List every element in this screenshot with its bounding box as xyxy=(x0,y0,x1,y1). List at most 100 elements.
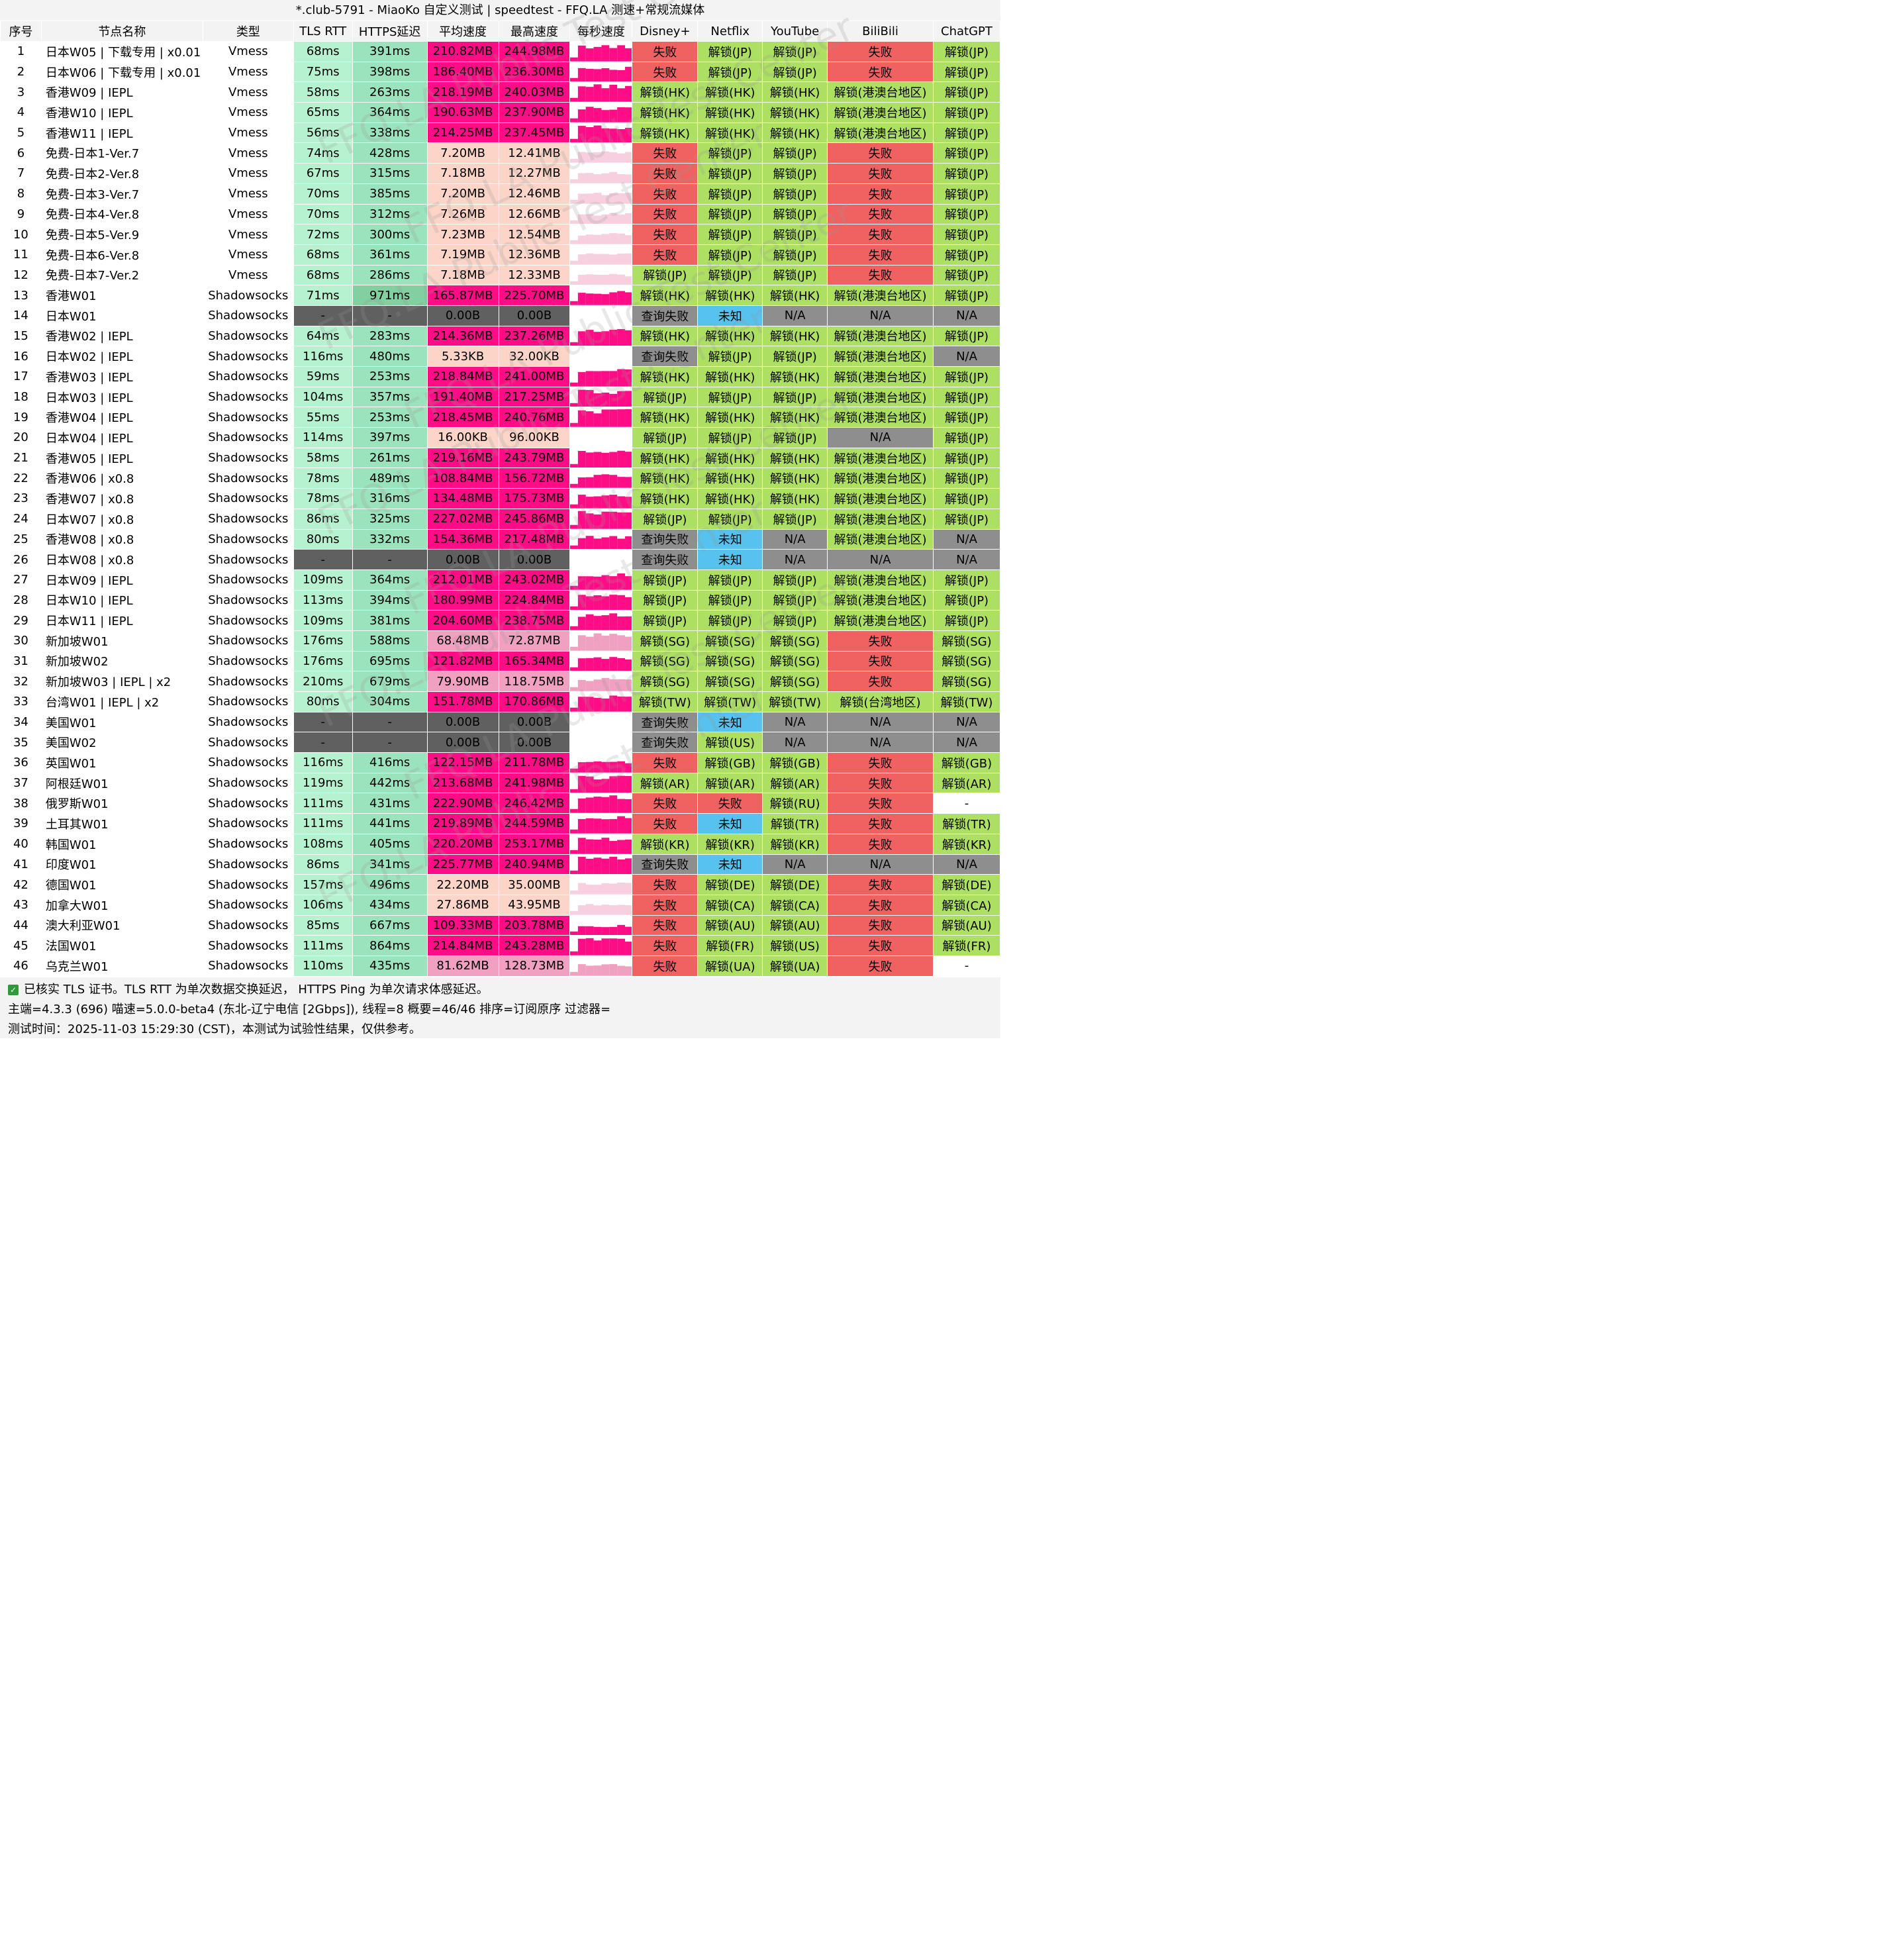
speed-bar xyxy=(586,614,595,630)
speed-bar xyxy=(625,679,632,691)
cell-node-name: 日本W01 xyxy=(40,305,203,326)
cell-index: 20 xyxy=(0,427,42,448)
cell-max-speed: 12.41MB xyxy=(498,142,571,164)
table-row: 12 免费-日本7-Ver.2 Vmess 68ms 286ms 7.18MB 12.33M… xyxy=(0,264,1001,286)
cell-tls-rtt: 68ms xyxy=(293,264,353,286)
cell-avg-speed: 7.20MB xyxy=(426,142,499,164)
cell-avg-speed: 27.86MB xyxy=(426,894,499,916)
speed-bar xyxy=(625,858,632,874)
table-row: 16 日本W02 | IEPL Shadowsocks 116ms 480ms 5.33K… xyxy=(0,346,1001,367)
speed-bar xyxy=(586,371,595,387)
cell-bilibili: 解锁(港澳台地区) xyxy=(827,102,934,123)
cell-max-speed: 243.28MB xyxy=(498,935,571,956)
cell-avg-speed: 219.16MB xyxy=(426,447,499,469)
col-https-delay: HTTPS延迟 xyxy=(352,21,428,42)
cell-tls-rtt: 70ms xyxy=(293,203,353,225)
col-max-speed: 最高速度 xyxy=(498,21,571,42)
speed-bar xyxy=(625,48,632,62)
cell-https-delay: 394ms xyxy=(352,589,428,611)
cell-index: 40 xyxy=(0,833,42,855)
cell-max-speed: 246.42MB xyxy=(498,793,571,814)
cell-type: Shadowsocks xyxy=(202,691,294,712)
cell-avg-speed: 0.00B xyxy=(426,732,499,754)
cell-max-speed: 170.86MB xyxy=(498,691,571,712)
speed-bar xyxy=(617,107,626,122)
speed-bar xyxy=(578,274,587,285)
cell-bilibili: 失败 xyxy=(827,671,934,692)
speed-bar xyxy=(578,214,587,224)
cell-chatgpt: 解锁(JP) xyxy=(932,244,1001,266)
speed-bar xyxy=(594,452,602,467)
speed-bar xyxy=(601,371,610,387)
speed-bar xyxy=(609,776,618,793)
cell-max-speed: 32.00KB xyxy=(498,346,571,367)
table-row: 39 土耳其W01 Shadowsocks 111ms 441ms 219.89MB 244… xyxy=(0,813,1001,834)
cell-index: 3 xyxy=(0,81,42,103)
cell-tls-rtt: 72ms xyxy=(293,224,353,245)
cell-type: Shadowsocks xyxy=(202,528,294,550)
speed-bar xyxy=(601,234,610,244)
cell-disney: 失败 xyxy=(632,244,699,266)
cell-disney: 失败 xyxy=(632,874,699,895)
cell-netflix: 解锁(JP) xyxy=(697,61,763,83)
cell-max-speed: 12.33MB xyxy=(498,264,571,286)
cell-chatgpt: 解锁(JP) xyxy=(932,41,1001,62)
per-second-speed-graph xyxy=(569,894,633,916)
speed-bar xyxy=(578,495,587,509)
cell-bilibili: 解锁(港澳台地区) xyxy=(827,386,934,408)
cell-chatgpt: 解锁(JP) xyxy=(932,183,1001,205)
speed-bar xyxy=(586,513,595,529)
cell-avg-speed: 213.68MB xyxy=(426,772,499,794)
cell-youtube: 解锁(JP) xyxy=(762,163,828,184)
cell-type: Shadowsocks xyxy=(202,772,294,794)
cell-index: 19 xyxy=(0,407,42,428)
cell-avg-speed: 7.18MB xyxy=(426,163,499,184)
cell-netflix: 解锁(CA) xyxy=(697,894,763,916)
cell-bilibili: 解锁(港澳台地区) xyxy=(827,528,934,550)
per-second-speed-graph xyxy=(569,122,633,144)
speed-bar xyxy=(617,409,626,427)
cell-https-delay: 361ms xyxy=(352,244,428,266)
cell-index: 7 xyxy=(0,163,42,184)
speed-bar xyxy=(586,965,595,976)
cell-avg-speed: 180.99MB xyxy=(426,589,499,611)
speed-bar xyxy=(578,330,587,346)
speed-bar xyxy=(625,659,632,671)
speed-bar xyxy=(609,576,618,590)
speed-bar xyxy=(625,107,632,122)
cell-disney: 查询失败 xyxy=(632,528,699,550)
per-second-speed-graph xyxy=(569,914,633,936)
cell-index: 38 xyxy=(0,793,42,814)
cell-node-name: 香港W05 | IEPL xyxy=(40,447,203,469)
cell-max-speed: 0.00B xyxy=(498,305,571,326)
cell-index: 28 xyxy=(0,589,42,611)
cell-max-speed: 12.27MB xyxy=(498,163,571,184)
cell-disney: 查询失败 xyxy=(632,732,699,754)
speed-bar xyxy=(594,69,602,81)
cell-bilibili: 失败 xyxy=(827,264,934,286)
cell-chatgpt: 解锁(AU) xyxy=(932,914,1001,936)
cell-disney: 解锁(JP) xyxy=(632,508,699,530)
cell-bilibili: 失败 xyxy=(827,203,934,225)
cell-max-speed: 0.00B xyxy=(498,732,571,754)
speed-bar xyxy=(601,452,610,467)
cell-tls-rtt: 176ms xyxy=(293,650,353,672)
speed-bar xyxy=(570,382,579,387)
speed-bar xyxy=(586,885,595,895)
cell-bilibili: N/A xyxy=(827,549,934,570)
speed-bar xyxy=(601,409,610,427)
cell-avg-speed: 190.63MB xyxy=(426,102,499,123)
speed-bar xyxy=(601,330,610,346)
cell-type: Shadowsocks xyxy=(202,407,294,428)
speed-bar xyxy=(617,477,626,488)
speed-bar xyxy=(594,393,602,407)
cell-https-delay: 312ms xyxy=(352,203,428,225)
cell-bilibili: 失败 xyxy=(827,833,934,855)
cell-avg-speed: 218.84MB xyxy=(426,366,499,387)
table-row: 45 法国W01 Shadowsocks 111ms 864ms 214.84MB 243.… xyxy=(0,935,1001,956)
table-row: 9 免费-日本4-Ver.8 Vmess 70ms 312ms 7.26MB 12.66MB… xyxy=(0,203,1001,225)
speed-bar xyxy=(594,657,602,671)
speed-bar xyxy=(594,234,602,244)
cell-chatgpt: 解锁(JP) xyxy=(932,407,1001,428)
cell-avg-speed: 79.90MB xyxy=(426,671,499,692)
